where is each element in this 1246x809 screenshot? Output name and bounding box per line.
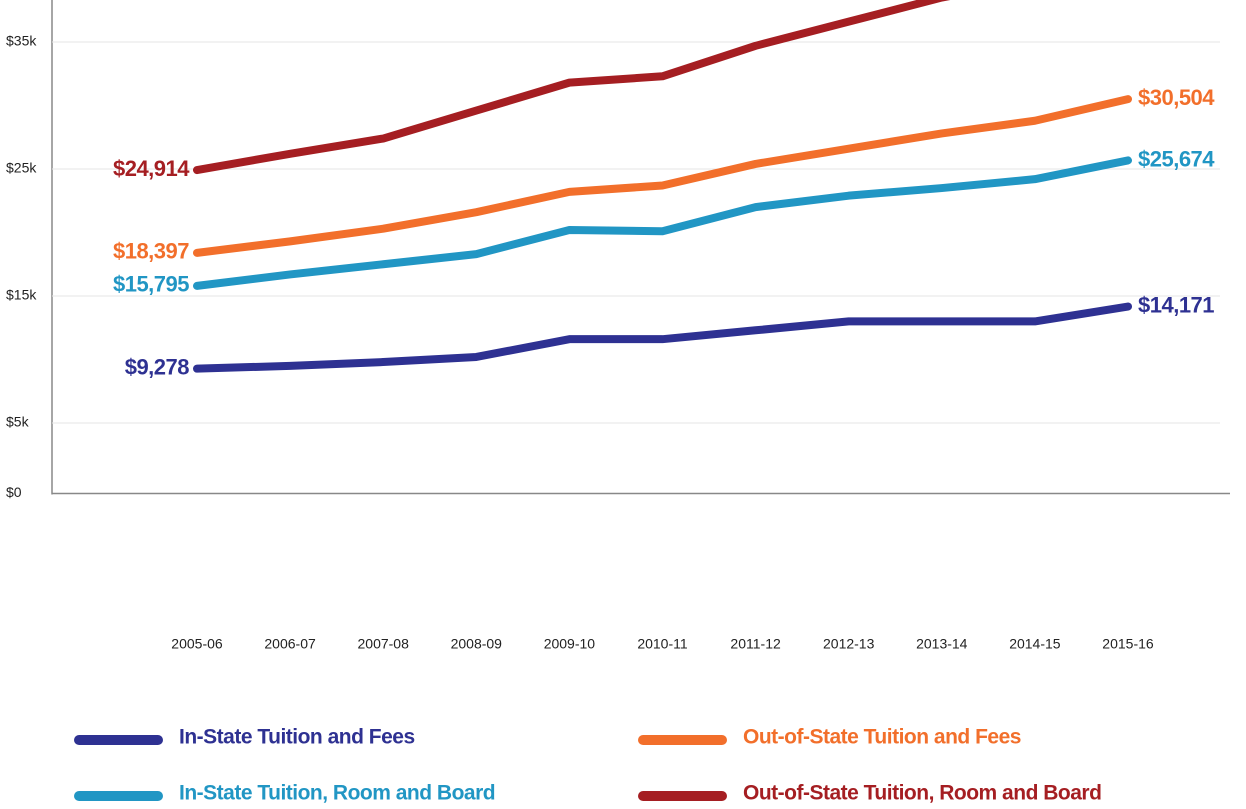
x-tick-label: 2008-09	[451, 636, 503, 652]
legend-label: In-State Tuition, Room and Board	[179, 782, 495, 805]
x-tick-label: 2014-15	[1009, 636, 1061, 652]
line	[193, 0, 951, 175]
x-tick-label: 2015-16	[1102, 636, 1154, 652]
x-tick-label: 2011-12	[730, 636, 781, 652]
x-tick-label: 2013-14	[916, 636, 968, 652]
line	[193, 95, 1132, 257]
x-tick-label: 2012-13	[823, 636, 875, 652]
y-tick-label: $25k	[6, 160, 37, 176]
data-label: $25,674	[1138, 146, 1215, 171]
line	[193, 302, 1132, 373]
y-tick-label: $5k	[6, 414, 30, 430]
legend-label: Out-of-State Tuition and Fees	[743, 726, 1021, 749]
data-label: $24,914	[113, 156, 190, 181]
y-tick-label: $0	[6, 484, 22, 500]
legend-label: In-State Tuition and Fees	[179, 726, 415, 749]
line	[193, 156, 1132, 290]
x-tick-label: 2006-07	[264, 636, 316, 652]
legend-label: Out-of-State Tuition, Room and Board	[743, 782, 1101, 805]
data-label: $9,278	[125, 354, 190, 379]
x-tick-label: 2005-06	[171, 636, 223, 652]
x-tick-label: 2009-10	[544, 636, 596, 652]
x-tick-label: 2007-08	[358, 636, 410, 652]
data-label: $30,504	[1138, 85, 1215, 110]
data-label: $18,397	[113, 239, 189, 264]
data-label: $14,171	[1138, 292, 1214, 317]
x-tick-label: 2010-11	[637, 636, 688, 652]
y-tick-label: $35k	[6, 33, 37, 49]
y-tick-label: $15k	[6, 287, 37, 303]
data-label: $15,795	[113, 272, 189, 297]
